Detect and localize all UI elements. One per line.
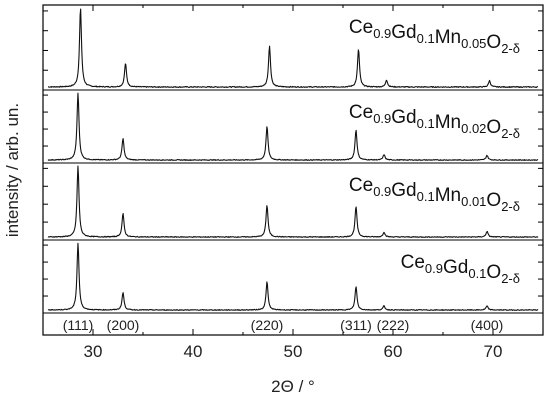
- traces-layer: [47, 8, 539, 311]
- x-tick-label: 40: [184, 342, 203, 361]
- series-label: Ce0.9Gd0.1Mn0.01O2-δ: [349, 175, 520, 214]
- hkl-annotation: (400): [471, 317, 504, 333]
- hkl-annotation: (222): [377, 317, 410, 333]
- series-label: Ce0.9Gd0.1O2-δ: [401, 252, 520, 286]
- dividers-layer: [43, 89, 543, 314]
- x-tick-label: 50: [284, 342, 303, 361]
- hkl-annotation: (311): [340, 317, 372, 333]
- series-line: [47, 8, 539, 89]
- series-line: [47, 165, 539, 238]
- x-axis-label: 2Θ / °: [271, 377, 315, 396]
- hkl-annotation: (111): [63, 317, 94, 333]
- series-label: Ce0.9Gd0.1Mn0.02O2-δ: [349, 102, 520, 141]
- x-tick-label: 60: [384, 342, 403, 361]
- y-axis-label: intensity / arb. un.: [3, 103, 22, 237]
- series-line: [47, 92, 539, 161]
- x-tick-label: 30: [84, 342, 103, 361]
- annotations-layer: (111) (200) (220) (311) (222) (400): [63, 317, 504, 333]
- hkl-annotation: (200): [107, 317, 140, 333]
- plot-frame: [42, 4, 544, 336]
- series-line: [47, 242, 539, 311]
- labels-layer: Ce0.9Gd0.1Mn0.05O2-δ Ce0.9Gd0.1Mn0.02O2-δ…: [349, 17, 520, 286]
- series-label: Ce0.9Gd0.1Mn0.05O2-δ: [349, 17, 520, 56]
- x-tick-label: 70: [484, 342, 503, 361]
- hkl-annotation: (220): [251, 317, 284, 333]
- ticks-layer: 30 40 50 60 70: [42, 5, 544, 361]
